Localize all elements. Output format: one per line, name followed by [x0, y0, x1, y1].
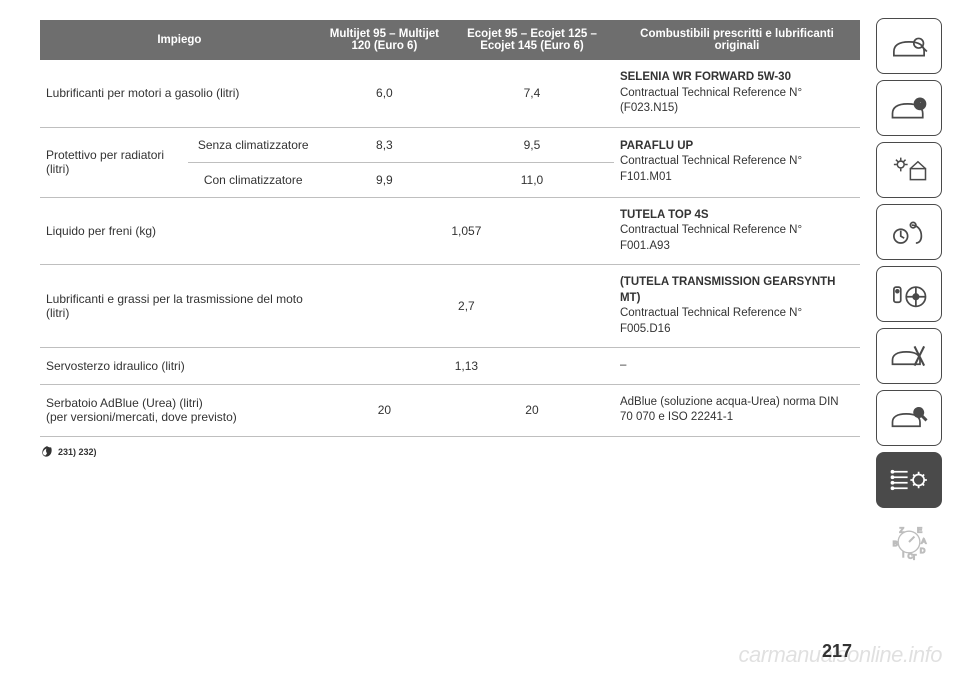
cell-value: 1,057	[319, 197, 614, 265]
cell-value: 20	[319, 384, 450, 436]
tab-knowing-car[interactable]	[876, 18, 942, 74]
svg-text:T: T	[912, 553, 917, 561]
row-label: Protettivo per radiatori (litri)	[40, 127, 188, 197]
cell-product: SELENIA WR FORWARD 5W-30 Contractual Tec…	[614, 60, 860, 127]
cell-product: AdBlue (soluzione acqua-Urea) norma DIN …	[614, 384, 860, 436]
table-row: Lubrificanti e grassi per la trasmission…	[40, 265, 860, 348]
col-impiego: Impiego	[40, 20, 319, 60]
svg-text:E: E	[917, 526, 922, 535]
row-label: Servosterzo idraulico (litri)	[40, 348, 319, 385]
svg-text:A: A	[921, 536, 926, 545]
row-sublabel: Senza climatizzatore	[188, 127, 319, 162]
cell-value: 11,0	[450, 162, 614, 197]
cell-value: 9,5	[450, 127, 614, 162]
cell-value: 9,9	[319, 162, 450, 197]
table-row: Lubrificanti per motori a gasolio (litri…	[40, 60, 860, 127]
footnote: 231) 232)	[40, 445, 860, 459]
svg-text:D: D	[920, 546, 926, 555]
row-label: Lubrificanti per motori a gasolio (litri…	[40, 60, 319, 127]
tab-warning-lights[interactable]	[876, 204, 942, 260]
svg-text:I: I	[902, 550, 904, 559]
cell-product: TUTELA TOP 4S Contractual Technical Refe…	[614, 197, 860, 265]
row-label: Liquido per freni (kg)	[40, 197, 319, 265]
col-ecojet: Ecojet 95 – Ecojet 125 – Ecojet 145 (Eur…	[450, 20, 614, 60]
tab-safety[interactable]: i	[876, 80, 942, 136]
watermark: carmanualsonline.info	[738, 642, 942, 668]
table-row: Servosterzo idraulico (litri) 1,13 –	[40, 348, 860, 385]
row-sublabel: Con climatizzatore	[188, 162, 319, 197]
table-row: Protettivo per radiatori (litri) Senza c…	[40, 127, 860, 162]
tab-tech-data-active[interactable]	[876, 452, 942, 508]
cell-product: PARAFLU UP Contractual Technical Referen…	[614, 127, 860, 197]
cell-product: –	[614, 348, 860, 385]
tab-service[interactable]	[876, 390, 942, 446]
section-tabs-sidebar: i	[876, 18, 942, 570]
svg-text:B: B	[893, 539, 898, 548]
col-multijet: Multijet 95 – Multijet 120 (Euro 6)	[319, 20, 450, 60]
svg-text:Z: Z	[900, 526, 905, 535]
row-label: Serbatoio AdBlue (Urea) (litri) (per ver…	[40, 384, 319, 436]
content-area: Impiego Multijet 95 – Multijet 120 (Euro…	[40, 20, 860, 658]
tab-maintenance[interactable]	[876, 328, 942, 384]
footnote-text: 231) 232)	[58, 447, 97, 457]
tab-starting-driving[interactable]	[876, 142, 942, 198]
table-header-row: Impiego Multijet 95 – Multijet 120 (Euro…	[40, 20, 860, 60]
cell-value: 6,0	[319, 60, 450, 127]
table-row: Liquido per freni (kg) 1,057 TUTELA TOP …	[40, 197, 860, 265]
cell-value: 8,3	[319, 127, 450, 162]
tab-emergency[interactable]	[876, 266, 942, 322]
cell-value: 20	[450, 384, 614, 436]
cell-value: 2,7	[319, 265, 614, 348]
cell-value: 1,13	[319, 348, 614, 385]
cell-product: (TUTELA TRANSMISSION GEARSYNTH MT) Contr…	[614, 265, 860, 348]
row-label: Lubrificanti e grassi per la trasmission…	[40, 265, 319, 348]
eco-leaf-icon	[40, 445, 54, 459]
col-combustibili: Combustibili prescritti e lubrificanti o…	[614, 20, 860, 60]
table-row: Serbatoio AdBlue (Urea) (litri) (per ver…	[40, 384, 860, 436]
tab-index[interactable]: Z E B A D I C T	[876, 514, 942, 570]
specs-table: Impiego Multijet 95 – Multijet 120 (Euro…	[40, 20, 860, 437]
cell-value: 7,4	[450, 60, 614, 127]
